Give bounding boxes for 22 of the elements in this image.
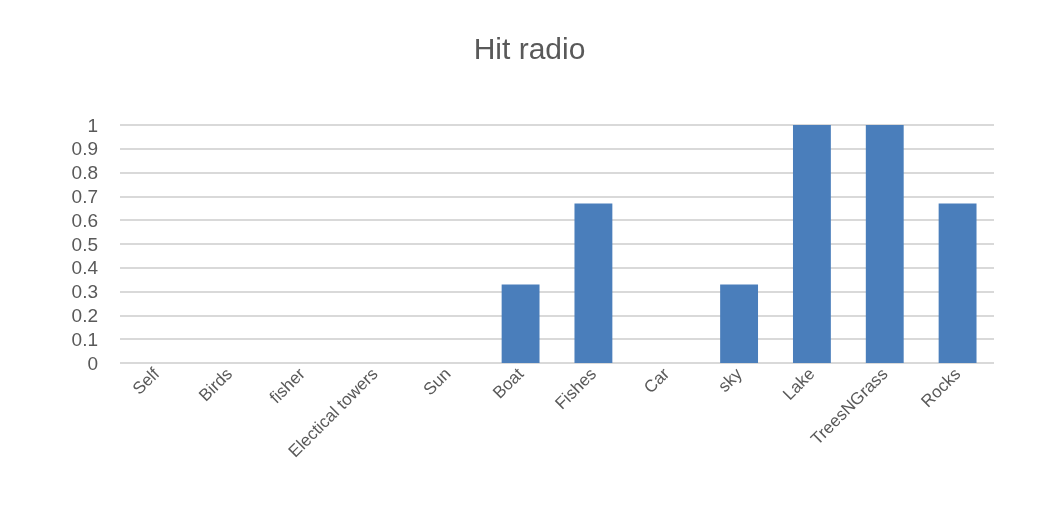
y-tick-label: 0.4 <box>71 257 99 279</box>
y-tick-label: 0.8 <box>71 162 98 184</box>
y-tick-label: 0.3 <box>71 281 98 303</box>
bar <box>938 203 977 363</box>
y-tick-label: 1 <box>87 114 98 136</box>
x-tick-label: sky <box>714 363 747 396</box>
x-tick-label: Self <box>128 364 164 399</box>
x-tick-label: Car <box>640 364 674 398</box>
bar <box>720 284 759 363</box>
y-tick-label: 0.6 <box>71 209 98 231</box>
y-tick-label: 0.5 <box>71 233 98 255</box>
bar <box>501 284 540 363</box>
bar <box>574 203 613 363</box>
y-tick-label: 0.2 <box>71 304 98 326</box>
y-tick-label: 0 <box>87 352 98 374</box>
x-tick-label: Sun <box>419 364 455 400</box>
bar <box>865 125 904 363</box>
y-tick-label: 0.1 <box>71 328 98 350</box>
chart-title: Hit radio <box>473 31 586 65</box>
y-tick-label: 0.7 <box>71 185 98 207</box>
bar <box>792 125 831 363</box>
y-tick-label: 0.9 <box>71 138 98 160</box>
